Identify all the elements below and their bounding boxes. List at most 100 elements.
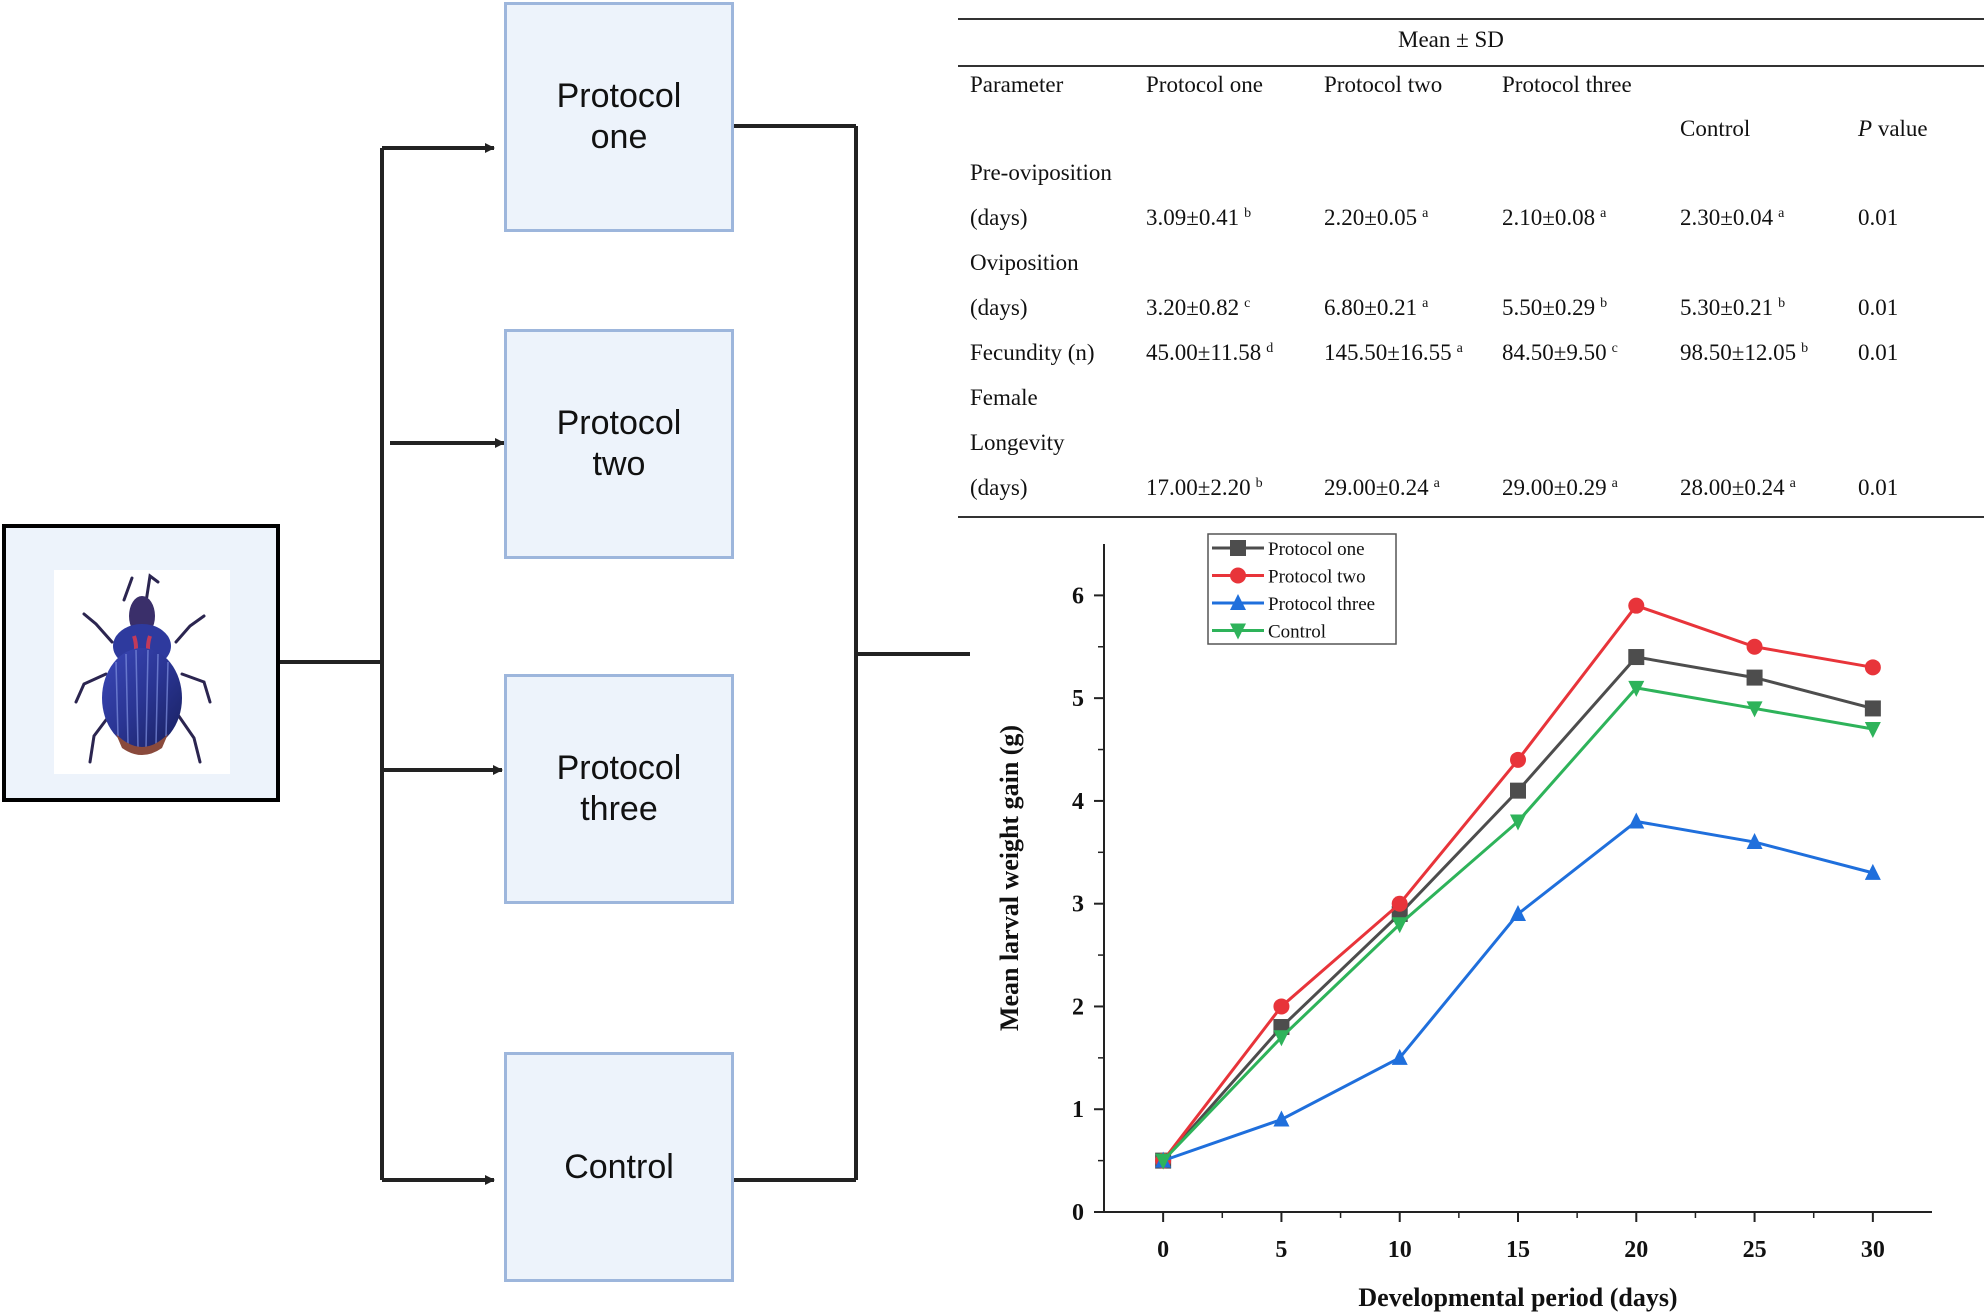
data-point [1510,751,1526,768]
significance-letter: c [1611,341,1618,356]
data-point [1628,812,1645,829]
data-point [1391,917,1408,934]
legend-label: Protocol three [1268,594,1375,615]
table-cell-value: 29.00±0.29 [1502,475,1607,500]
table-cell-value: 3.20±0.82 [1146,295,1240,320]
table-header-rule [958,65,1984,67]
series-control [1155,680,1881,1170]
table-cell-p-value: 0.01 [1858,205,1899,230]
significance-letter: b [1778,296,1786,311]
table-cell: 6.80±0.21 a [1324,295,1428,321]
table-cell: 29.00±0.29 a [1502,475,1618,501]
table-row-label: (days) [970,295,1028,320]
table-cell-value: 29.00±0.24 [1324,475,1429,500]
data-point [1746,669,1763,686]
y-tick-label: 6 [1072,583,1084,609]
significance-letter: a [1600,206,1607,221]
p-value-suffix: value [1877,116,1928,141]
table-cell: 145.50±16.55 a [1324,340,1463,366]
significance-letter: b [1600,296,1608,311]
table-group-header: Mean ± SD [1398,27,1504,52]
data-point [1273,1030,1290,1047]
data-point [1628,649,1645,666]
y-tick-label: 5 [1072,686,1084,712]
legend-label: Control [1268,622,1326,643]
protocol-two-label-line2: two [592,445,646,483]
table-cell: 3.20±0.82 c [1146,295,1250,321]
data-point [1864,700,1881,717]
y-tick-label: 4 [1072,789,1084,815]
significance-letter: c [1244,296,1251,311]
table-cell: 2.20±0.05 a [1324,205,1428,231]
table-cell-value: 5.30±0.21 [1680,295,1774,320]
table-cell: 28.00±0.24 a [1680,475,1796,501]
data-point [1155,1153,1172,1170]
x-tick-label: 5 [1275,1237,1287,1263]
table-cell-value: 17.00±2.20 [1146,475,1251,500]
significance-letter: d [1266,341,1274,356]
x-tick-label: 0 [1157,1237,1169,1263]
legend-marker [1230,567,1246,584]
table-cell-value: 28.00±0.24 [1680,475,1785,500]
table-row-label: (days) [970,475,1028,500]
legend-marker [1230,540,1246,556]
legend-marker [1230,594,1246,610]
data-point [1273,1110,1290,1127]
protocol-two-label-line1: Protocol [556,404,682,443]
x-tick-label: 15 [1506,1237,1530,1263]
beetle-image-frame [2,524,280,802]
significance-letter: a [1778,206,1785,221]
legend-item: Control [1212,622,1326,643]
significance-letter: b [1801,341,1809,356]
table-cell: 5.50±0.29 b [1502,295,1607,321]
y-tick-label: 1 [1072,1097,1084,1123]
column-header-control: Control [1680,116,1751,141]
table-cell: 3.09±0.41 b [1146,205,1251,231]
x-tick-label: 25 [1743,1237,1767,1263]
control-box: Control [504,1052,734,1282]
table-cell: 5.30±0.21 b [1680,295,1785,321]
data-point [1628,680,1645,697]
legend-item: Protocol three [1212,594,1375,615]
protocol-one-label-line2: one [590,118,648,156]
protocol-two-box: Protocol two [504,329,734,559]
x-tick-label: 20 [1624,1237,1648,1263]
data-point [1864,863,1881,880]
significance-letter: b [1244,206,1252,221]
y-tick-label: 3 [1072,892,1084,918]
table-cell-value: 145.50±16.55 [1324,340,1452,365]
table-cell: 2.10±0.08 a [1502,205,1606,231]
y-axis-title: Mean larval weight gain (g) [995,725,1024,1031]
data-point [1746,833,1763,850]
table-cell: 29.00±0.24 a [1324,475,1440,501]
table-cell-value: 98.50±12.05 [1680,340,1797,365]
table-cell: 17.00±2.20 b [1146,475,1263,501]
column-header-protocol-two: Protocol two [1324,72,1443,97]
table-cell-p-value: 0.01 [1858,295,1899,320]
series-line [1161,603,1874,1162]
table-row-label: Female [970,385,1038,410]
y-tick-label: 2 [1072,994,1084,1020]
data-point [1510,814,1526,831]
legend-label: Protocol one [1268,539,1365,560]
x-axis-title: Developmental period (days) [1358,1283,1677,1312]
significance-letter: a [1456,341,1463,356]
table-cell: 2.30±0.04 a [1680,205,1784,231]
table-cell: 84.50±9.50 c [1502,340,1618,366]
table-cell-value: 2.30±0.04 [1680,205,1774,230]
series-protocol-three [1155,812,1881,1168]
protocol-one-box: Protocol one [504,2,734,232]
protocol-three-label-line2: three [580,790,658,828]
p-italic: P [1858,116,1873,141]
y-tick-label: 0 [1072,1200,1084,1226]
data-point [1746,638,1763,655]
significance-letter: a [1611,476,1618,491]
significance-letter: a [1422,206,1429,221]
table-cell: 98.50±12.05 b [1680,340,1808,366]
data-point [1628,597,1645,614]
beetle-image-card [54,570,230,774]
table-row-label: Longevity [970,430,1065,455]
control-label: Control [564,1147,674,1186]
table-cell-value: 3.09±0.41 [1146,205,1240,230]
